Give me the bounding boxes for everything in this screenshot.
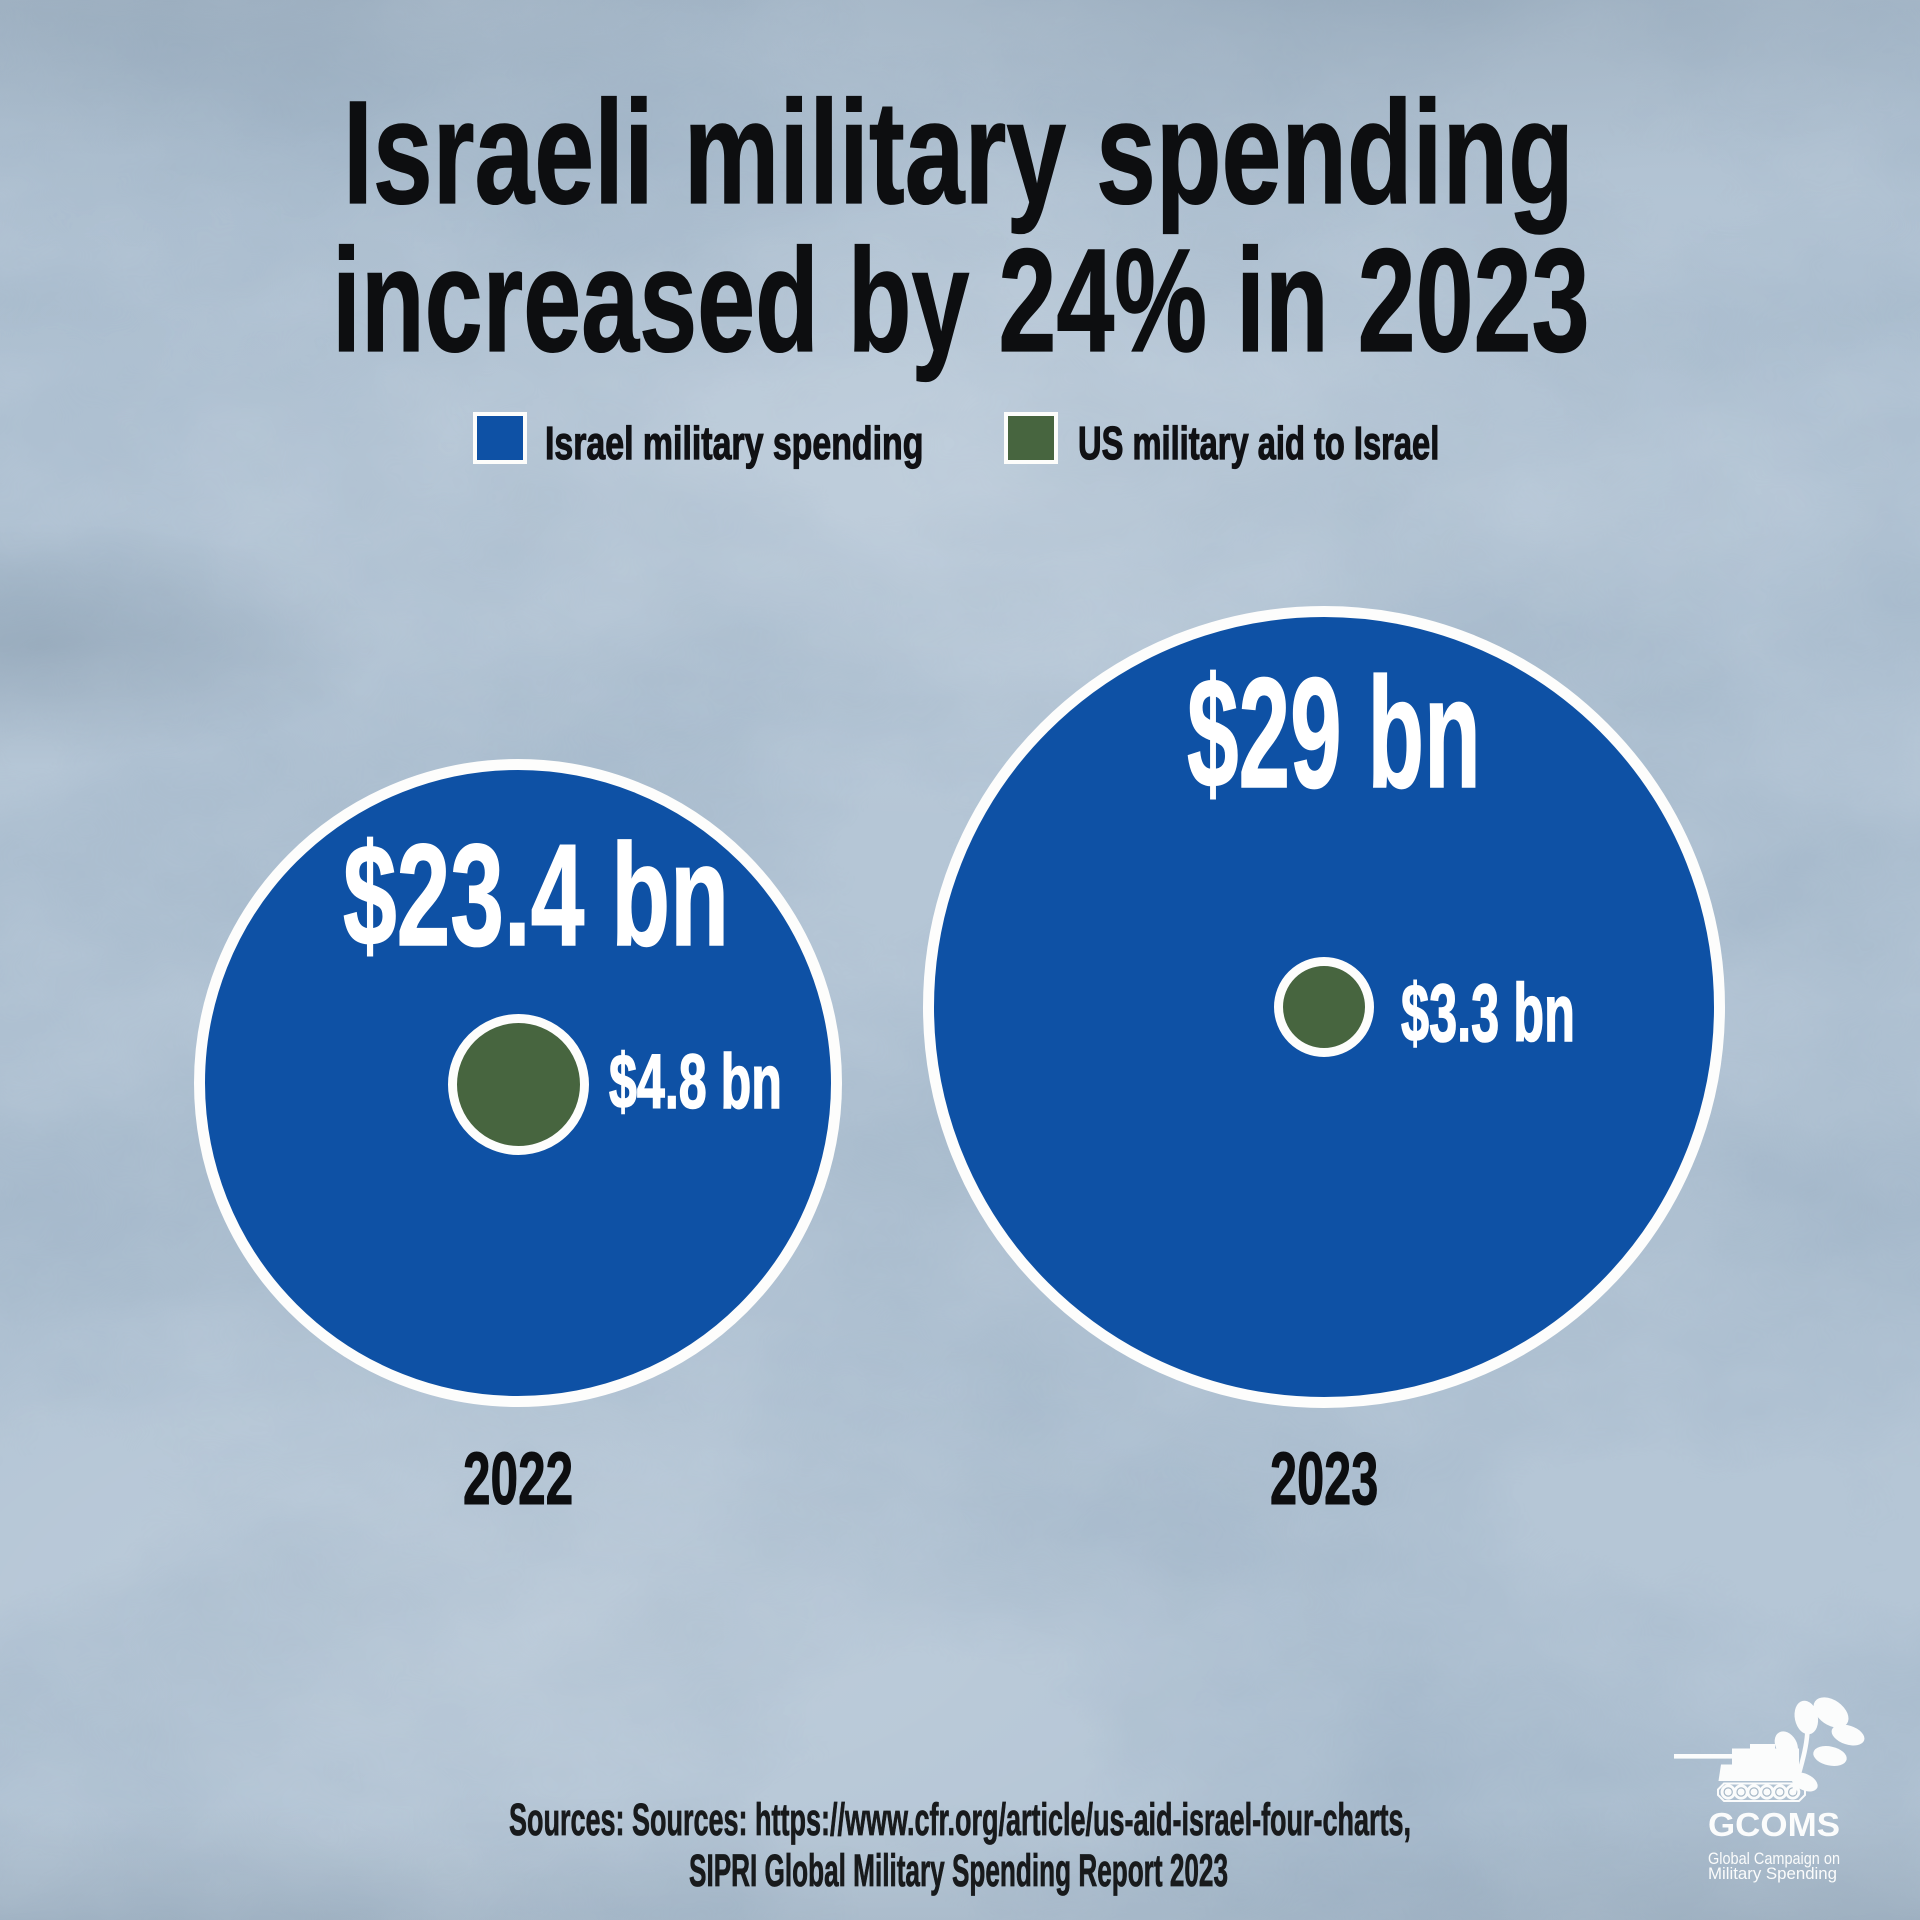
svg-text:GCOMS: GCOMS bbox=[1708, 1806, 1840, 1843]
svg-text:Military Spending: Military Spending bbox=[1708, 1865, 1837, 1883]
svg-text:Global Campaign on: Global Campaign on bbox=[1708, 1850, 1840, 1868]
